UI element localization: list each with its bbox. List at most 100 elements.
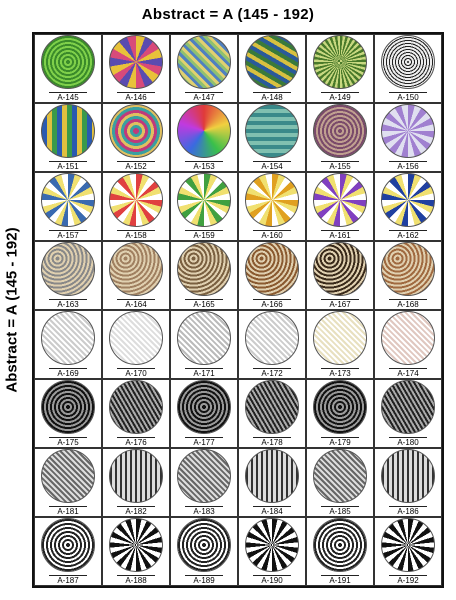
pattern-image	[245, 104, 299, 158]
item-label: A-188	[117, 575, 155, 585]
item-label: A-182	[117, 506, 155, 516]
pattern-image	[381, 518, 435, 572]
pattern-image	[381, 242, 435, 296]
pattern-image	[381, 35, 435, 89]
item-label: A-168	[389, 299, 427, 309]
pattern-image	[109, 242, 163, 296]
pattern-image	[313, 380, 367, 434]
side-title: Abstract = A (145 - 192)	[3, 227, 21, 393]
item-label: A-189	[185, 575, 223, 585]
pattern-image	[245, 173, 299, 227]
item-label: A-150	[389, 92, 427, 102]
item-label: A-177	[185, 437, 223, 447]
pattern-image	[41, 311, 95, 365]
item-label: A-185	[321, 506, 359, 516]
catalog-item: A-157	[34, 172, 102, 241]
item-label: A-180	[389, 437, 427, 447]
pattern-image	[245, 518, 299, 572]
catalog-item: A-175	[34, 379, 102, 448]
catalog-item: A-184	[238, 448, 306, 517]
item-label: A-153	[185, 161, 223, 171]
pattern-image	[177, 518, 231, 572]
title: Abstract = A (145 - 192)	[141, 6, 315, 23]
item-label: A-165	[185, 299, 223, 309]
pattern-image	[109, 311, 163, 365]
catalog-item: A-147	[170, 34, 238, 103]
item-label: A-156	[389, 161, 427, 171]
catalog-item: A-183	[170, 448, 238, 517]
item-label: A-162	[389, 230, 427, 240]
catalog-item: A-156	[374, 103, 442, 172]
item-label: A-174	[389, 368, 427, 378]
pattern-image	[381, 104, 435, 158]
item-label: A-145	[49, 92, 87, 102]
item-label: A-147	[185, 92, 223, 102]
catalog-item: A-174	[374, 310, 442, 379]
pattern-image	[381, 449, 435, 503]
pattern-image	[177, 311, 231, 365]
catalog-item: A-177	[170, 379, 238, 448]
item-label: A-159	[185, 230, 223, 240]
catalog-grid: A-145 A-146 A-147 A-148 A-149 A-150 A-151 A-152…	[32, 32, 444, 588]
pattern-image	[109, 35, 163, 89]
item-label: A-171	[185, 368, 223, 378]
catalog-item: A-189	[170, 517, 238, 586]
item-label: A-149	[321, 92, 359, 102]
catalog-item: A-192	[374, 517, 442, 586]
item-label: A-154	[253, 161, 291, 171]
pattern-image	[177, 35, 231, 89]
pattern-image	[41, 242, 95, 296]
catalog-item: A-158	[102, 172, 170, 241]
catalog-item: A-165	[170, 241, 238, 310]
item-label: A-183	[185, 506, 223, 516]
item-label: A-164	[117, 299, 155, 309]
catalog-item: A-171	[170, 310, 238, 379]
pattern-image	[109, 380, 163, 434]
catalog-item: A-190	[238, 517, 306, 586]
pattern-image	[313, 518, 367, 572]
catalog-item: A-178	[238, 379, 306, 448]
catalog-item: A-170	[102, 310, 170, 379]
pattern-image	[177, 380, 231, 434]
catalog-item: A-191	[306, 517, 374, 586]
catalog-item: A-179	[306, 379, 374, 448]
item-label: A-181	[49, 506, 87, 516]
catalog-item: A-180	[374, 379, 442, 448]
catalog-item: A-162	[374, 172, 442, 241]
pattern-image	[381, 380, 435, 434]
catalog-item: A-148	[238, 34, 306, 103]
catalog-item: A-152	[102, 103, 170, 172]
pattern-image	[41, 173, 95, 227]
item-label: A-173	[321, 368, 359, 378]
pattern-image	[109, 104, 163, 158]
catalog-item: A-187	[34, 517, 102, 586]
item-label: A-163	[49, 299, 87, 309]
pattern-image	[41, 518, 95, 572]
catalog-item: A-150	[374, 34, 442, 103]
item-label: A-169	[49, 368, 87, 378]
catalog-item: A-160	[238, 172, 306, 241]
pattern-image	[313, 449, 367, 503]
pattern-image	[109, 449, 163, 503]
pattern-image	[245, 35, 299, 89]
item-label: A-178	[253, 437, 291, 447]
pattern-image	[313, 173, 367, 227]
catalog-item: A-161	[306, 172, 374, 241]
item-label: A-161	[321, 230, 359, 240]
pattern-image	[109, 173, 163, 227]
catalog-item: A-172	[238, 310, 306, 379]
item-label: A-172	[253, 368, 291, 378]
item-label: A-170	[117, 368, 155, 378]
catalog-item: A-159	[170, 172, 238, 241]
pattern-image	[177, 242, 231, 296]
catalog-item: A-176	[102, 379, 170, 448]
pattern-image	[245, 449, 299, 503]
catalog-item: A-173	[306, 310, 374, 379]
catalog-item: A-168	[374, 241, 442, 310]
pattern-image	[245, 380, 299, 434]
pattern-image	[41, 380, 95, 434]
item-label: A-158	[117, 230, 155, 240]
item-label: A-166	[253, 299, 291, 309]
pattern-image	[177, 449, 231, 503]
